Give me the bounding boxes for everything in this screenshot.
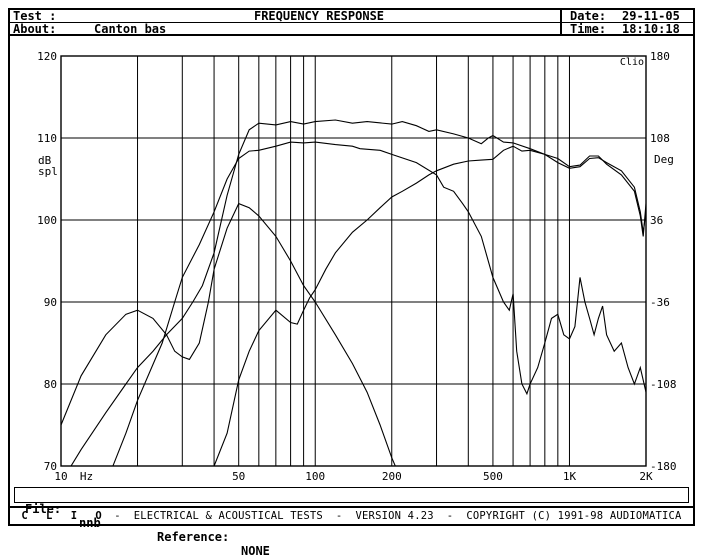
x-tick-label: Hz (80, 470, 93, 483)
y2-tick-label: 180 (650, 50, 670, 63)
footer-bar: C L I O - ELECTRICAL & ACOUSTICAL TESTS … (10, 506, 693, 524)
y2-tick-label: 108 (650, 132, 670, 145)
chart-labels: 70 80 90 100 110 120 -180 -108 -36 36 108 180 10 Hz 50… (37, 50, 676, 483)
series-line-4 (213, 145, 646, 466)
x-tick-label: 200 (382, 470, 402, 483)
y2-axis-label: Deg (654, 153, 674, 166)
x-tick-label: 10 (54, 470, 67, 483)
report-frame (8, 8, 695, 526)
time-label: Time: (570, 22, 607, 36)
footer-brand: C L I O (21, 510, 108, 522)
file-line: File: nnb Reference: NONE (14, 487, 689, 558)
chart-series (61, 119, 646, 466)
clio-corner-label: Clio (620, 57, 644, 68)
report-title: FREQUENCY RESPONSE (253, 9, 385, 23)
about-value: Canton bas (94, 22, 167, 36)
test-label: Test : (13, 9, 57, 23)
about-label: About: (13, 22, 57, 36)
x-tick-label: 2K (639, 470, 653, 483)
file-value: nnb (79, 516, 101, 530)
y-tick-label: 110 (37, 132, 57, 145)
frequency-response-chart: 70 80 90 100 110 120 -180 -108 -36 36 108 180 10 Hz 50… (37, 50, 676, 483)
y-tick-label: 70 (44, 460, 57, 473)
report-header: Test : FREQUENCY RESPONSE Date: 29-11-05… (10, 10, 693, 36)
x-tick-label: 50 (232, 470, 245, 483)
reference-label: Reference: (157, 530, 230, 544)
y-tick-label: 80 (44, 378, 57, 391)
series-line-1 (70, 119, 646, 466)
date-label: Date: (570, 9, 607, 23)
reference-value: NONE (241, 544, 270, 558)
footer-text: - ELECTRICAL & ACOUSTICAL TESTS - VERSIO… (114, 510, 682, 522)
file-label: File: (25, 502, 62, 516)
series-line-3 (61, 202, 396, 466)
y2-tick-label: -108 (650, 378, 677, 391)
chart-area: 70 80 90 100 110 120 -180 -108 -36 36 108 180 10 Hz 50… (10, 36, 693, 488)
chart-grid (60, 55, 647, 467)
series-line-2 (112, 141, 646, 466)
date-value: 29-11-05 (622, 9, 680, 23)
y2-tick-label: -36 (650, 296, 670, 309)
y-tick-label: 120 (37, 50, 57, 63)
y-tick-label: 100 (37, 214, 57, 227)
y2-tick-label: 36 (650, 214, 663, 227)
header-column-divider (560, 10, 562, 34)
time-value: 18:10:18 (622, 22, 680, 36)
y-tick-label: 90 (44, 296, 57, 309)
x-tick-label: 100 (305, 470, 325, 483)
y-axis-label: dB (38, 154, 52, 167)
y2-tick-label: -180 (650, 460, 677, 473)
x-tick-label: 1K (563, 470, 577, 483)
x-tick-label: 500 (483, 470, 503, 483)
y-axis-label: spl (38, 165, 58, 178)
header-divider (10, 22, 693, 23)
